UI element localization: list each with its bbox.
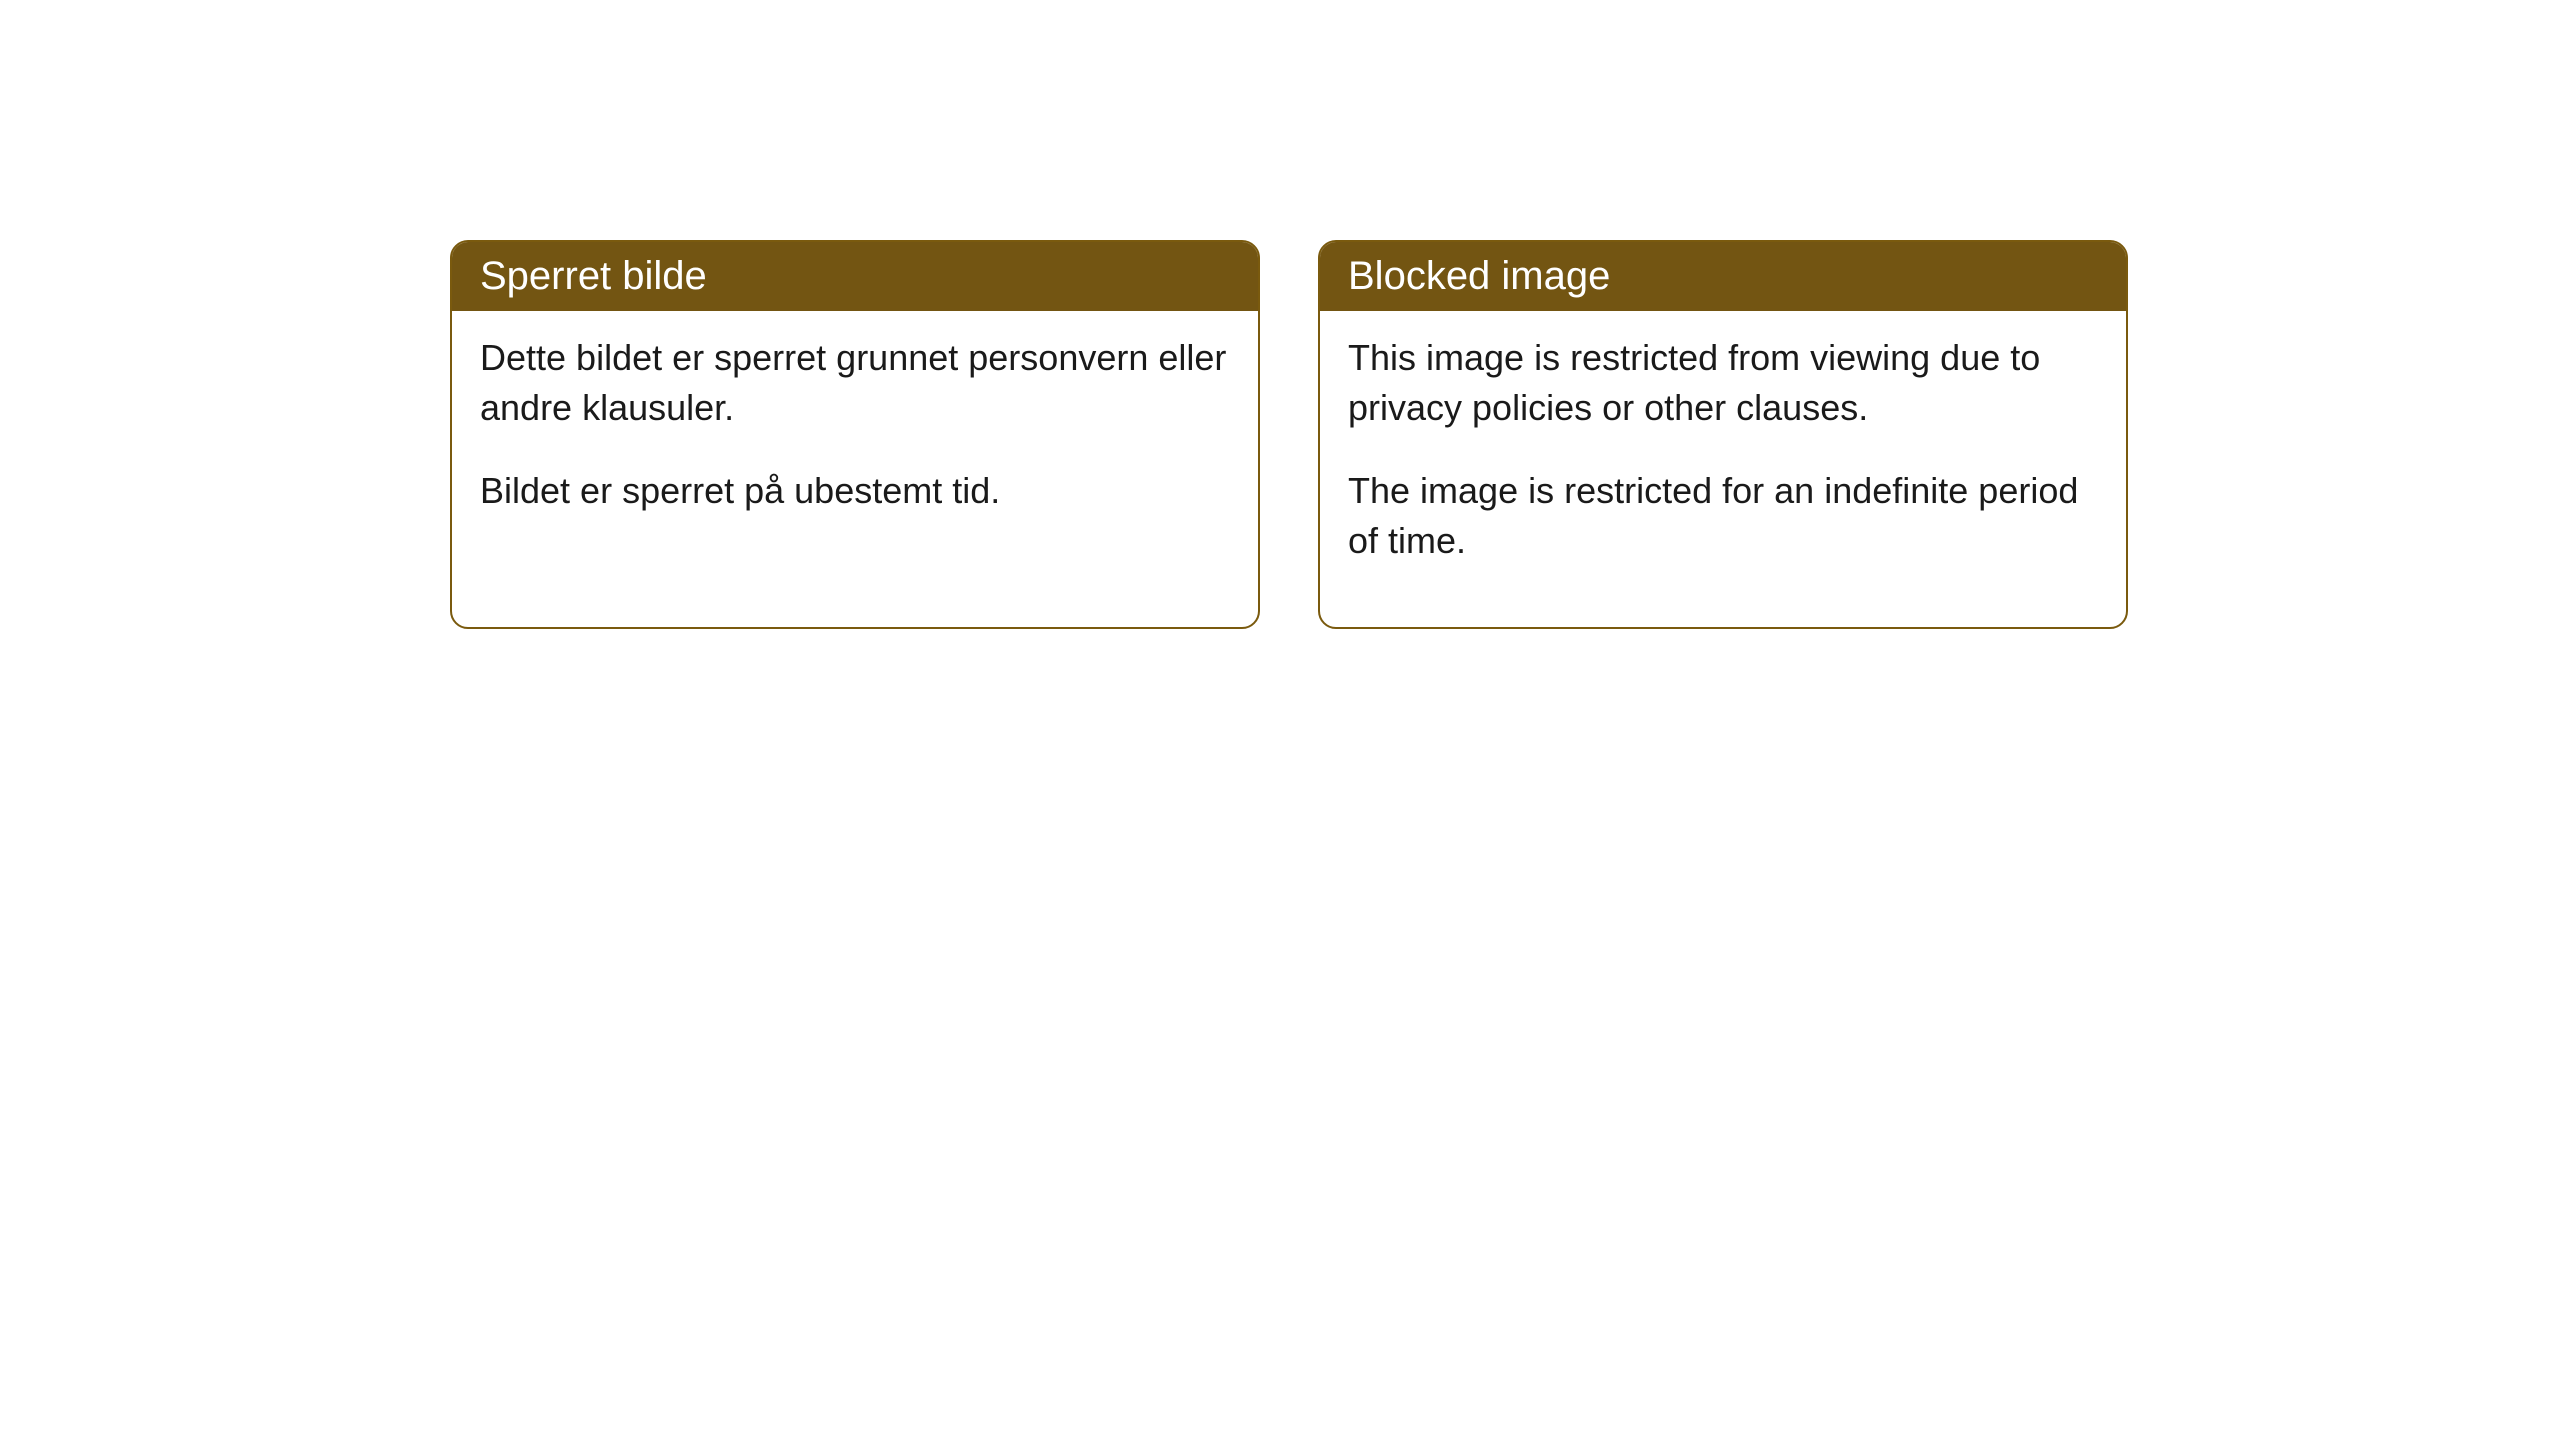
card-body-norwegian: Dette bildet er sperret grunnet personve… bbox=[452, 311, 1258, 576]
blocked-image-card-norwegian: Sperret bilde Dette bildet er sperret gr… bbox=[450, 240, 1260, 629]
card-body-english: This image is restricted from viewing du… bbox=[1320, 311, 2126, 627]
notice-cards-container: Sperret bilde Dette bildet er sperret gr… bbox=[450, 240, 2128, 629]
card-header-english: Blocked image bbox=[1320, 242, 2126, 311]
card-paragraph-1-norwegian: Dette bildet er sperret grunnet personve… bbox=[480, 333, 1230, 434]
card-paragraph-1-english: This image is restricted from viewing du… bbox=[1348, 333, 2098, 434]
card-header-norwegian: Sperret bilde bbox=[452, 242, 1258, 311]
card-title-english: Blocked image bbox=[1348, 254, 1610, 298]
card-paragraph-2-english: The image is restricted for an indefinit… bbox=[1348, 466, 2098, 567]
card-title-norwegian: Sperret bilde bbox=[480, 254, 707, 298]
blocked-image-card-english: Blocked image This image is restricted f… bbox=[1318, 240, 2128, 629]
card-paragraph-2-norwegian: Bildet er sperret på ubestemt tid. bbox=[480, 466, 1230, 516]
